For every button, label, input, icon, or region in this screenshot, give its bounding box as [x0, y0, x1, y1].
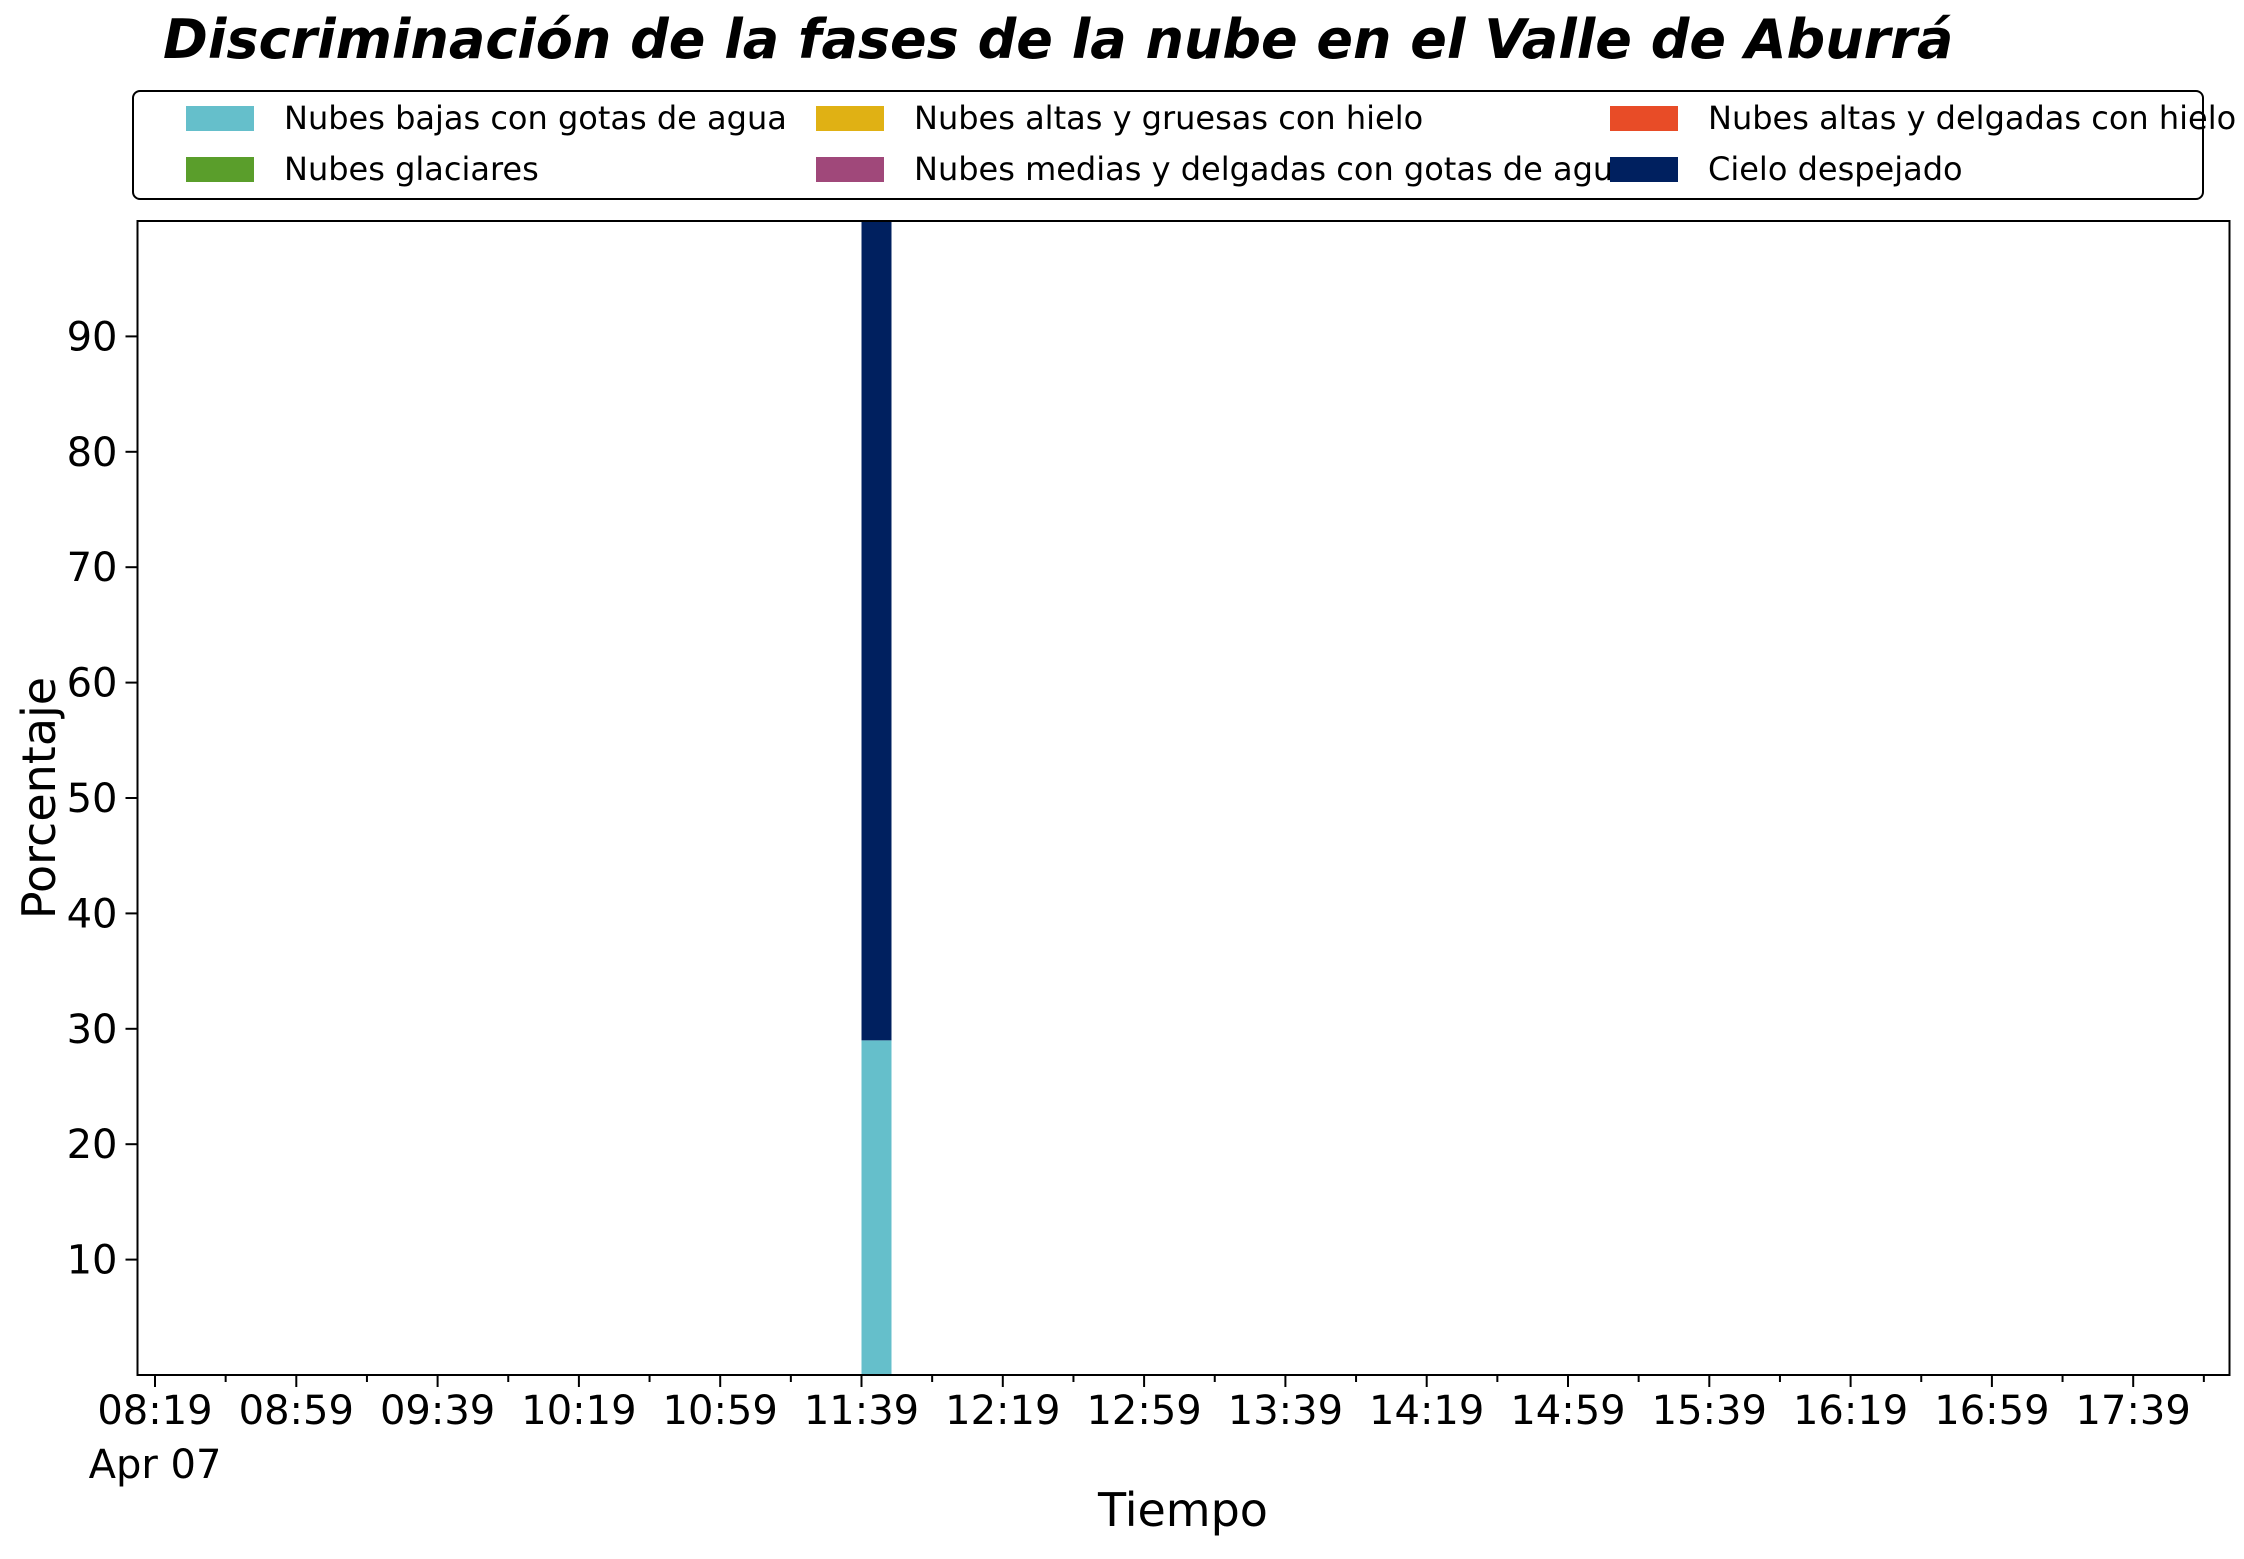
- x-tick-label: 13:39: [1228, 1388, 1343, 1434]
- x-tick-label: 17:39: [2076, 1388, 2191, 1434]
- legend-label: Nubes altas y delgadas con hielo: [1708, 99, 2237, 137]
- legend-swatch-nubes-bajas: [186, 105, 254, 131]
- y-tick-label: 40: [67, 891, 118, 937]
- legend-label: Nubes bajas con gotas de agua: [284, 99, 787, 137]
- x-tick-label: 12:59: [1086, 1388, 1201, 1434]
- y-axis-label: Porcentaje: [12, 677, 66, 919]
- x-tick-label: 14:59: [1510, 1388, 1625, 1434]
- legend-item-cielo-despejado: Cielo despejado: [1610, 147, 1963, 191]
- legend-item-nubes-altas-delgadas: Nubes altas y delgadas con hielo: [1610, 96, 2236, 140]
- legend: Nubes bajas con gotas de agua Nubes glac…: [132, 90, 2236, 200]
- bars-layer: [861, 221, 892, 1375]
- plot-frame: [136, 220, 2231, 1376]
- y-tick-label: 50: [67, 776, 118, 822]
- y-tick-label: 30: [67, 1007, 118, 1053]
- legend-item-nubes-altas-gruesas: Nubes altas y gruesas con hielo: [816, 96, 1423, 140]
- legend-item-nubes-bajas: Nubes bajas con gotas de agua: [186, 96, 787, 140]
- legend-swatch-nubes-altas-delgadas: [1610, 105, 1678, 131]
- x-axis: 08:19 08:59 09:39 10:19 10:59 11:39 12:19 12:59…: [89, 1375, 2205, 1488]
- x-tick-label: 16:59: [1934, 1388, 2049, 1434]
- y-tick-label: 70: [67, 545, 118, 591]
- x-tick-label: 15:39: [1652, 1388, 1767, 1434]
- x-tick-label: 10:19: [521, 1388, 636, 1434]
- legend-swatch-nubes-medias: [816, 156, 884, 182]
- bar-segment-5: [861, 221, 892, 1041]
- chart-title: Discriminación de la fases de la nube en…: [163, 8, 1954, 71]
- legend-label: Nubes medias y delgadas con gotas de agu…: [914, 150, 1633, 188]
- legend-swatch-cielo-despejado: [1610, 156, 1678, 182]
- x-tick-label: 12:19: [945, 1388, 1060, 1434]
- x-axis-label: Tiempo: [1097, 1483, 1268, 1537]
- x-tick-date-label: Apr 07: [89, 1442, 222, 1488]
- x-tick-label: 11:39: [804, 1388, 919, 1434]
- legend-swatch-nubes-glaciares: [186, 156, 254, 182]
- y-axis: 10 20 30 40 50 60 70 80 90: [67, 314, 138, 1284]
- y-tick-label: 90: [67, 314, 118, 360]
- legend-swatch-nubes-altas-gruesas: [816, 105, 884, 131]
- x-tick-label: 14:19: [1369, 1388, 1484, 1434]
- x-tick-label: 08:59: [239, 1388, 354, 1434]
- x-tick-label: 10:59: [663, 1388, 778, 1434]
- legend-label: Nubes altas y gruesas con hielo: [914, 99, 1424, 137]
- y-tick-label: 80: [67, 430, 118, 476]
- y-tick-label: 20: [67, 1122, 118, 1168]
- y-tick-label: 60: [67, 661, 118, 707]
- legend-label: Nubes glaciares: [284, 150, 539, 188]
- legend-item-nubes-glaciares: Nubes glaciares: [186, 147, 539, 191]
- legend-item-nubes-medias: Nubes medias y delgadas con gotas de agu…: [816, 147, 1633, 191]
- x-tick-label: 08:19: [97, 1388, 212, 1434]
- bar-segment-0: [861, 1040, 892, 1375]
- legend-label: Cielo despejado: [1708, 150, 1963, 188]
- x-tick-label: 16:19: [1793, 1388, 1908, 1434]
- x-tick-label: 09:39: [380, 1388, 495, 1434]
- y-tick-label: 10: [67, 1238, 118, 1284]
